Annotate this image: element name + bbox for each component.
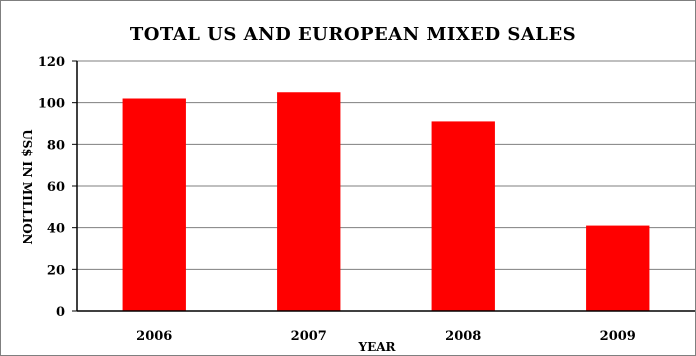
y-tick-label: 20 <box>47 263 65 278</box>
chart-title: TOTAL US AND EUROPEAN MIXED SALES <box>130 24 576 45</box>
x-axis-ticks: 2006 2007 2008 2009 <box>136 329 636 344</box>
x-axis-label: YEAR <box>358 340 397 354</box>
y-axis-ticks: 0 20 40 60 80 100 120 <box>38 55 77 320</box>
bars <box>122 92 650 312</box>
y-axis-label: US$ IN MILLION <box>20 129 34 244</box>
y-tick-label: 60 <box>47 180 65 195</box>
y-tick-label: 100 <box>38 97 65 112</box>
y-tick-label: 120 <box>38 55 65 70</box>
bar-2009 <box>586 225 650 311</box>
y-tick-label: 80 <box>47 138 65 153</box>
x-tick-label: 2009 <box>600 329 636 344</box>
x-tick-label: 2007 <box>291 329 327 344</box>
x-tick-label: 2008 <box>445 329 481 344</box>
bar-2007 <box>277 92 341 311</box>
y-tick-label: 40 <box>47 222 65 237</box>
x-tick-label: 2006 <box>136 329 172 344</box>
bar-2006 <box>122 98 186 311</box>
bar-2008 <box>431 121 495 312</box>
y-tick-label: 0 <box>56 305 65 320</box>
